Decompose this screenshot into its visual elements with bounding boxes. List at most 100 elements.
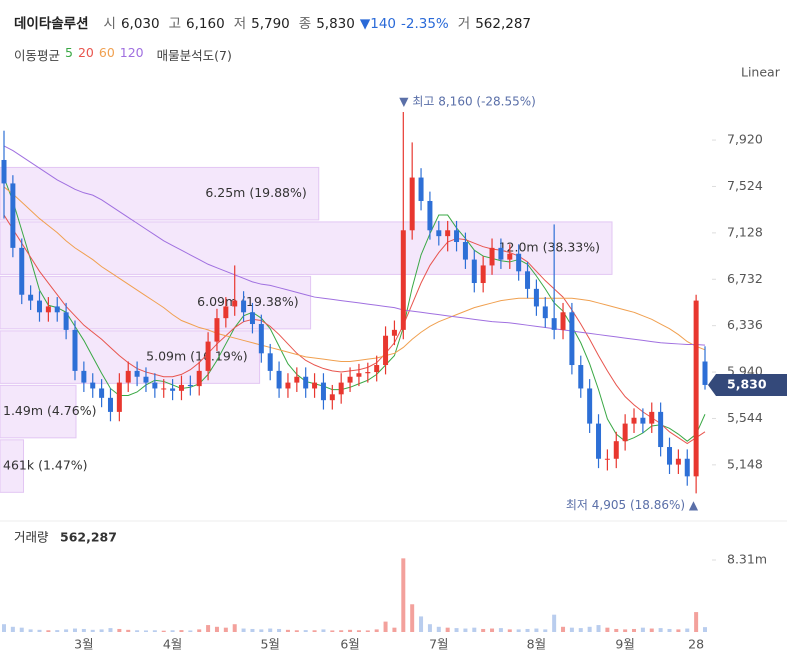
candle-body bbox=[320, 382, 326, 401]
legend-entry[interactable]: 120 bbox=[119, 45, 144, 60]
x-tick-label: 6월 bbox=[340, 637, 359, 652]
candle-body bbox=[675, 458, 681, 465]
volume-bar bbox=[445, 627, 450, 632]
candle-body bbox=[604, 458, 610, 460]
volume-bar bbox=[28, 629, 33, 632]
candle-body bbox=[365, 372, 371, 374]
volume-bar bbox=[179, 630, 184, 632]
candle-body bbox=[125, 370, 131, 383]
volume-bar bbox=[658, 628, 663, 632]
candle-body bbox=[196, 370, 202, 387]
y-tick-label: 7,920 bbox=[727, 132, 763, 147]
volume-bar bbox=[19, 627, 24, 632]
candle-body bbox=[285, 382, 291, 389]
candle-body bbox=[28, 294, 34, 301]
candle-body bbox=[507, 253, 513, 260]
candle-body bbox=[436, 230, 442, 237]
volume-bar bbox=[285, 629, 290, 632]
candle-body bbox=[303, 376, 309, 389]
candle-body bbox=[267, 353, 273, 371]
candle-body bbox=[232, 300, 238, 307]
volume-bar bbox=[277, 628, 282, 632]
candle-body bbox=[587, 388, 593, 424]
volume-bar bbox=[401, 558, 406, 632]
candle-body bbox=[631, 417, 637, 424]
candle-body bbox=[400, 230, 406, 330]
candle-body bbox=[170, 388, 176, 391]
volume-bar bbox=[516, 629, 521, 632]
volume-bar bbox=[561, 626, 566, 632]
candle-body bbox=[383, 335, 389, 366]
candle-body bbox=[45, 306, 51, 313]
candle-body bbox=[10, 183, 16, 248]
last-price-label: 5,830 bbox=[727, 376, 767, 391]
volume-bar bbox=[649, 628, 654, 632]
candle-body bbox=[116, 382, 122, 412]
y-tick-label: 5,544 bbox=[727, 410, 763, 425]
last-price-box bbox=[708, 373, 787, 396]
volume-bar bbox=[676, 629, 681, 632]
volume-bar bbox=[72, 628, 77, 632]
volume-bar bbox=[348, 629, 353, 632]
candle-body bbox=[294, 376, 300, 383]
volume-bar bbox=[232, 624, 237, 632]
legend-entry[interactable]: 60 bbox=[98, 45, 115, 60]
profile-label: 6.25m (19.88%) bbox=[205, 185, 306, 200]
volume-bar bbox=[614, 628, 619, 632]
ma-title: 이동평균 bbox=[14, 48, 61, 63]
volume-bar bbox=[596, 625, 601, 632]
profile-bar bbox=[0, 439, 25, 493]
candle-body bbox=[1, 159, 7, 184]
change-pct: -2.35% bbox=[401, 16, 449, 32]
volume-bar bbox=[10, 626, 15, 632]
volume-bar bbox=[632, 628, 637, 632]
volume-bar bbox=[223, 627, 228, 632]
candle-body bbox=[347, 376, 353, 383]
volume-bar bbox=[312, 630, 317, 632]
ma-line bbox=[3, 145, 706, 346]
candle-body bbox=[54, 306, 60, 313]
volume-bar bbox=[2, 624, 6, 632]
candle-body bbox=[489, 247, 495, 266]
candle-body bbox=[276, 370, 282, 389]
volume-bar bbox=[481, 628, 486, 632]
candle-body bbox=[516, 253, 522, 272]
candle-body bbox=[658, 411, 664, 448]
y-tick-label: 8.31m bbox=[727, 552, 767, 567]
candle-body bbox=[214, 318, 220, 342]
candle-body bbox=[161, 388, 167, 390]
candle-body bbox=[471, 259, 477, 284]
legend-entry[interactable]: 5 bbox=[65, 45, 73, 60]
stat-value: 6,160 bbox=[186, 16, 225, 32]
candle-body bbox=[445, 230, 451, 237]
volume-bar bbox=[46, 630, 51, 632]
volume-bar bbox=[383, 621, 388, 632]
candle-body bbox=[19, 247, 25, 295]
volume-bar bbox=[170, 630, 175, 632]
candle-body bbox=[143, 376, 149, 383]
annotation: 최저 4,905 (18.86%) ▲ bbox=[566, 498, 699, 512]
candle-body bbox=[640, 417, 646, 424]
legend-entry[interactable]: 20 bbox=[77, 45, 94, 60]
volume-bar bbox=[37, 629, 42, 632]
volume-bar bbox=[623, 629, 628, 632]
volume-bar bbox=[498, 628, 503, 632]
volume-bar bbox=[250, 628, 255, 632]
x-tick-label: 28 bbox=[688, 637, 704, 652]
volume-bar bbox=[685, 628, 690, 632]
candle-body bbox=[356, 373, 362, 377]
volume-bar bbox=[578, 628, 583, 632]
scale-label[interactable]: Linear bbox=[741, 65, 781, 80]
volume-value: 562,287 bbox=[475, 16, 532, 32]
volume-bar bbox=[90, 629, 95, 632]
volume-bar bbox=[81, 628, 86, 632]
candle-body bbox=[99, 388, 105, 398]
profile-title[interactable]: 매물분석도(7) bbox=[156, 48, 232, 63]
profile-label: 1.49m (4.76%) bbox=[3, 403, 96, 418]
volume-bar bbox=[143, 630, 148, 632]
volume-bar bbox=[294, 630, 299, 632]
candle-body bbox=[596, 423, 602, 459]
x-tick-label: 8월 bbox=[527, 637, 546, 652]
stat-label: 종 bbox=[298, 16, 312, 32]
